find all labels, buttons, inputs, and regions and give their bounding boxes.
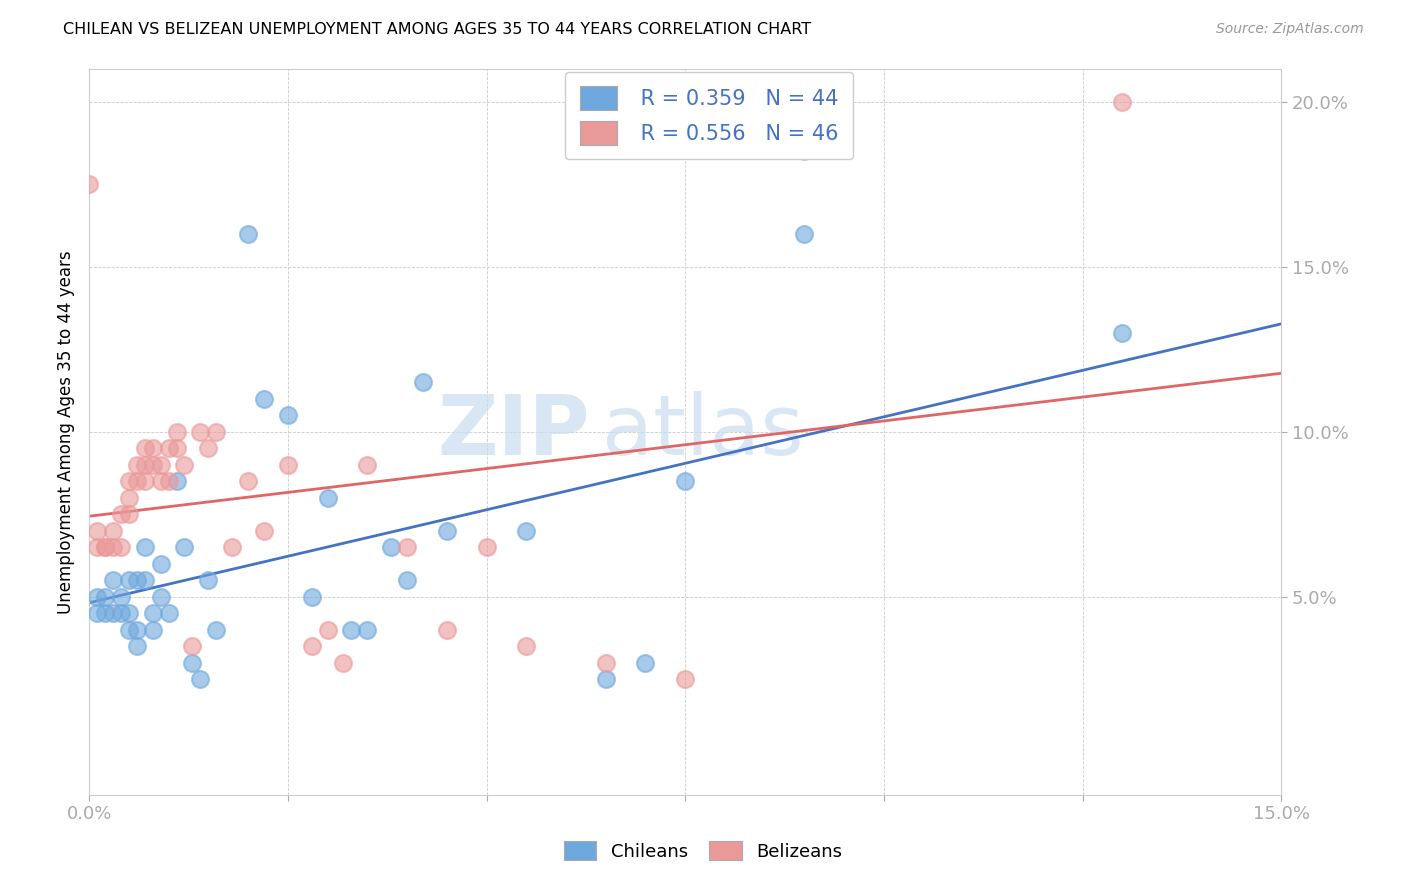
Point <box>157 475 180 489</box>
Point <box>436 524 458 538</box>
Point <box>125 640 148 654</box>
Point <box>515 524 537 538</box>
Point <box>205 623 228 637</box>
Point <box>157 607 180 621</box>
Y-axis label: Unemployment Among Ages 35 to 44 years: Unemployment Among Ages 35 to 44 years <box>58 250 75 614</box>
Point <box>166 442 188 456</box>
Point <box>673 673 696 687</box>
Point <box>101 541 124 555</box>
Point <box>149 458 172 472</box>
Point <box>86 541 108 555</box>
Point <box>157 442 180 456</box>
Point <box>1111 326 1133 340</box>
Point <box>149 590 172 604</box>
Point <box>118 574 141 588</box>
Point <box>412 376 434 390</box>
Point <box>110 508 132 522</box>
Point <box>188 425 211 439</box>
Point <box>142 623 165 637</box>
Text: ZIP: ZIP <box>437 392 591 472</box>
Point <box>125 623 148 637</box>
Point <box>118 491 141 505</box>
Point <box>173 458 195 472</box>
Point <box>316 491 339 505</box>
Point <box>94 541 117 555</box>
Point <box>197 442 219 456</box>
Point <box>101 574 124 588</box>
Point <box>149 475 172 489</box>
Point <box>395 574 418 588</box>
Point <box>118 508 141 522</box>
Point <box>86 524 108 538</box>
Point <box>94 607 117 621</box>
Point <box>110 541 132 555</box>
Point <box>142 442 165 456</box>
Point <box>94 541 117 555</box>
Point <box>253 524 276 538</box>
Point <box>142 607 165 621</box>
Point <box>205 425 228 439</box>
Text: CHILEAN VS BELIZEAN UNEMPLOYMENT AMONG AGES 35 TO 44 YEARS CORRELATION CHART: CHILEAN VS BELIZEAN UNEMPLOYMENT AMONG A… <box>63 22 811 37</box>
Point <box>118 623 141 637</box>
Point <box>94 590 117 604</box>
Point <box>634 656 657 670</box>
Point <box>125 574 148 588</box>
Point <box>253 392 276 406</box>
Point <box>301 590 323 604</box>
Point <box>173 541 195 555</box>
Point <box>236 227 259 241</box>
Point <box>301 640 323 654</box>
Point <box>110 607 132 621</box>
Point <box>340 623 363 637</box>
Point <box>515 640 537 654</box>
Point <box>793 227 815 241</box>
Point <box>221 541 243 555</box>
Point <box>436 623 458 637</box>
Point <box>197 574 219 588</box>
Point <box>595 656 617 670</box>
Point <box>793 144 815 158</box>
Point <box>142 458 165 472</box>
Point <box>1111 95 1133 109</box>
Point <box>332 656 354 670</box>
Point <box>277 458 299 472</box>
Point <box>673 475 696 489</box>
Point <box>166 425 188 439</box>
Point <box>134 475 156 489</box>
Point <box>181 640 204 654</box>
Point <box>77 177 100 191</box>
Point <box>125 475 148 489</box>
Point <box>101 607 124 621</box>
Point <box>125 458 148 472</box>
Point <box>475 541 498 555</box>
Point <box>395 541 418 555</box>
Point <box>380 541 402 555</box>
Text: atlas: atlas <box>602 392 803 472</box>
Point <box>149 557 172 571</box>
Point <box>277 409 299 423</box>
Point <box>316 623 339 637</box>
Point <box>86 590 108 604</box>
Point <box>134 541 156 555</box>
Point <box>118 607 141 621</box>
Point <box>236 475 259 489</box>
Point <box>118 475 141 489</box>
Point <box>356 623 378 637</box>
Text: Source: ZipAtlas.com: Source: ZipAtlas.com <box>1216 22 1364 37</box>
Point <box>110 590 132 604</box>
Point <box>356 458 378 472</box>
Point <box>166 475 188 489</box>
Point <box>188 673 211 687</box>
Legend: Chileans, Belizeans: Chileans, Belizeans <box>554 832 852 870</box>
Legend:  R = 0.359   N = 44,  R = 0.556   N = 46: R = 0.359 N = 44, R = 0.556 N = 46 <box>565 71 853 160</box>
Point <box>134 574 156 588</box>
Point <box>101 524 124 538</box>
Point <box>134 458 156 472</box>
Point <box>595 673 617 687</box>
Point <box>86 607 108 621</box>
Point <box>134 442 156 456</box>
Point <box>181 656 204 670</box>
